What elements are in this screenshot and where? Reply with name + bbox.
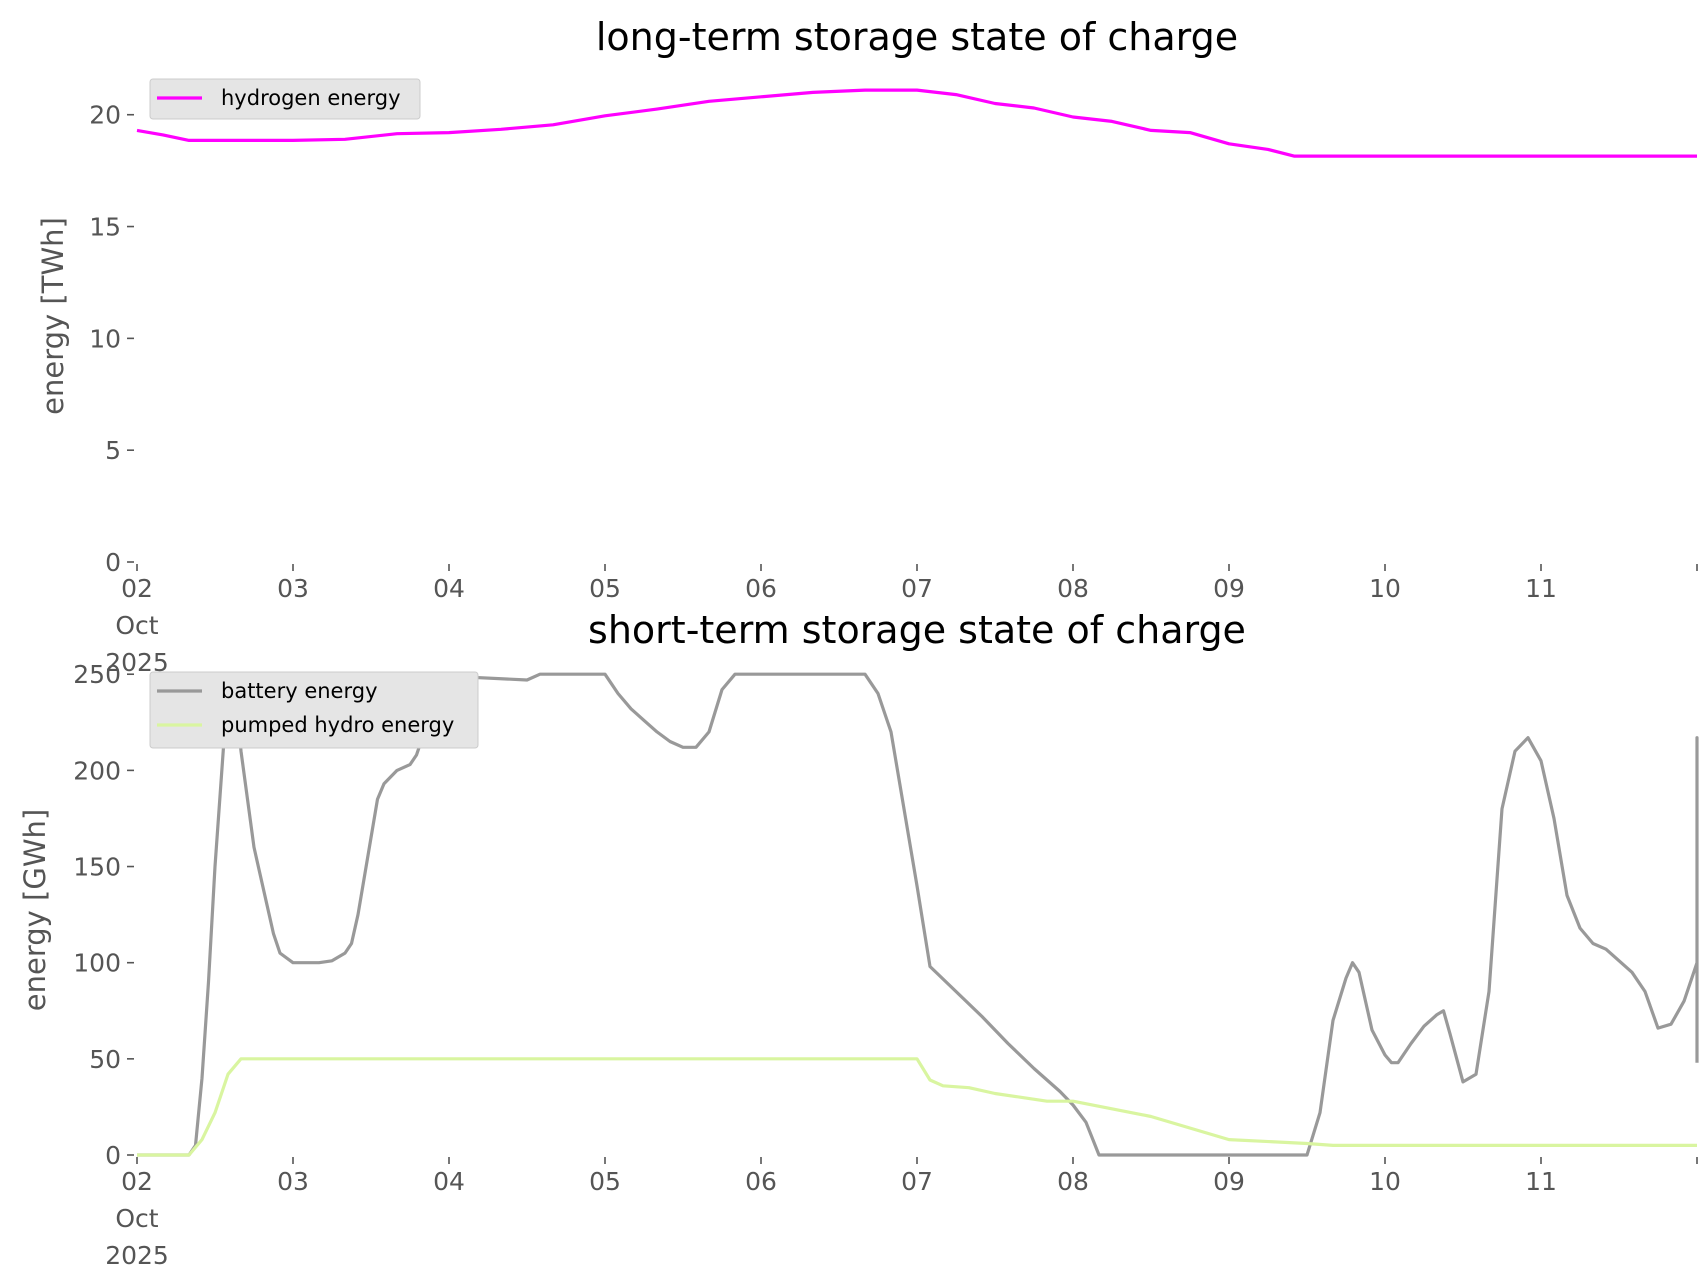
chart-short-term: short-term storage state of charge energ… (18, 608, 1699, 1270)
x-tick-label: 03 (277, 1167, 309, 1196)
x-tick-label: 02 (121, 574, 153, 603)
y-tick-label: 50 (89, 1045, 121, 1074)
x-tick-label: 09 (1213, 574, 1245, 603)
y-axis-label: energy [TWh] (36, 217, 70, 415)
y-tick-label: 10 (89, 324, 121, 353)
x-tick-label: 08 (1057, 574, 1089, 603)
x-tick-label: 03 (277, 574, 309, 603)
x-tick-label: 04 (433, 574, 465, 603)
x-tick-label: 02 (121, 1167, 153, 1196)
series-lines (137, 672, 1699, 1157)
x-tick-label: 04 (433, 1167, 465, 1196)
y-tick-label: 100 (73, 949, 121, 978)
chart-long-term: long-term storage state of charge energy… (36, 15, 1698, 677)
y-tick-label: 150 (73, 853, 121, 882)
series-line-hydrogen-energy (136, 88, 1697, 158)
legend-box (149, 671, 479, 749)
x-tick-label: 05 (589, 1167, 621, 1196)
y-tick-label: 0 (105, 548, 121, 577)
x-ticks: 02 Oct 2025 03 04 05 06 07 08 09 10 11 (105, 1157, 1698, 1270)
y-tick-label: 250 (73, 660, 121, 689)
x-tick-label: 06 (745, 1167, 777, 1196)
x-tick-month-label: Oct (115, 1204, 158, 1233)
x-tick-label: 07 (901, 574, 933, 603)
legend: hydrogen energy (149, 78, 421, 120)
x-tick-label: 06 (745, 574, 777, 603)
x-tick-label: 10 (1369, 1167, 1401, 1196)
x-tick-label: 10 (1369, 574, 1401, 603)
y-tick-label: 15 (89, 213, 121, 242)
x-tick-label: 05 (589, 574, 621, 603)
y-tick-label: 20 (89, 101, 121, 130)
series-lines (136, 88, 1697, 158)
legend: battery energy pumped hydro energy (149, 671, 479, 749)
x-tick-label: 11 (1525, 574, 1557, 603)
y-ticks: 0 50 100 150 200 250 (73, 660, 134, 1170)
chart-title: short-term storage state of charge (588, 608, 1246, 652)
series-line-battery-energy (137, 672, 1699, 1157)
x-tick-label: 08 (1057, 1167, 1089, 1196)
y-tick-label: 5 (105, 436, 121, 465)
y-ticks: 0 5 10 15 20 (89, 101, 134, 577)
y-axis-label: energy [GWh] (18, 809, 52, 1011)
x-tick-label: 07 (901, 1167, 933, 1196)
x-tick-label: 09 (1213, 1167, 1245, 1196)
x-tick-year-label: 2025 (105, 1241, 169, 1270)
legend-label: hydrogen energy (221, 86, 401, 110)
series-line-pumped-hydro-energy (137, 1057, 1697, 1157)
legend-label: battery energy (221, 679, 378, 703)
legend-label: pumped hydro energy (221, 713, 454, 737)
y-tick-label: 0 (105, 1141, 121, 1170)
y-tick-label: 200 (73, 756, 121, 785)
chart-title: long-term storage state of charge (596, 15, 1238, 59)
x-tick-label: 11 (1525, 1167, 1557, 1196)
x-tick-month-label: Oct (115, 611, 158, 640)
legend-box (149, 78, 421, 120)
